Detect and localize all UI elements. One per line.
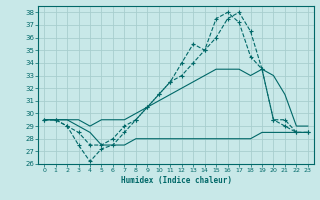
X-axis label: Humidex (Indice chaleur): Humidex (Indice chaleur) xyxy=(121,176,231,185)
